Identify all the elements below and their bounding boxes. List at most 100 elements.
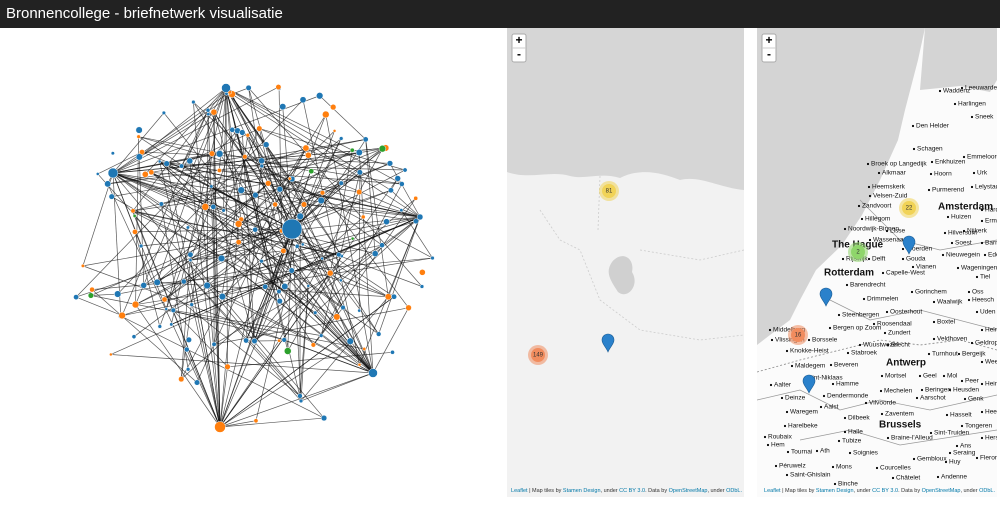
node[interactable] (307, 284, 310, 287)
node[interactable] (383, 219, 389, 225)
node[interactable] (309, 169, 314, 174)
node[interactable] (295, 244, 299, 248)
node[interactable] (321, 257, 324, 260)
node[interactable] (149, 170, 154, 175)
attribution-link[interactable]: Leaflet (511, 488, 528, 494)
node[interactable] (369, 369, 378, 378)
node[interactable] (358, 309, 361, 312)
node[interactable] (186, 337, 192, 343)
attribution-link[interactable]: CC BY 3.0 (619, 488, 645, 494)
node[interactable] (403, 168, 407, 172)
zoom-out-button[interactable]: - (517, 47, 521, 61)
node[interactable] (162, 111, 166, 115)
node[interactable] (385, 294, 391, 300)
node[interactable] (242, 154, 247, 159)
node[interactable] (209, 151, 215, 157)
node[interactable] (238, 187, 245, 194)
node[interactable] (316, 92, 323, 99)
node[interactable] (263, 284, 268, 289)
node[interactable] (431, 256, 435, 260)
node[interactable] (277, 339, 280, 342)
node[interactable] (339, 279, 342, 282)
node[interactable] (330, 104, 336, 110)
node[interactable] (419, 269, 425, 275)
node[interactable] (282, 219, 302, 239)
node[interactable] (253, 227, 258, 232)
node[interactable] (162, 297, 167, 302)
node[interactable] (137, 135, 141, 139)
node[interactable] (341, 305, 346, 310)
node[interactable] (311, 343, 316, 348)
attribution-link[interactable]: OpenStreetMap (669, 488, 708, 494)
node[interactable] (158, 324, 162, 328)
node[interactable] (395, 176, 401, 182)
node[interactable] (181, 279, 186, 284)
node[interactable] (212, 342, 216, 346)
node[interactable] (139, 244, 143, 248)
node[interactable] (178, 376, 184, 382)
node[interactable] (184, 347, 189, 352)
attribution-link[interactable]: Stamen Design (563, 488, 601, 494)
node[interactable] (239, 130, 245, 136)
node[interactable] (263, 142, 269, 148)
node[interactable] (164, 161, 170, 167)
node[interactable] (225, 364, 231, 370)
node[interactable] (154, 279, 161, 286)
node[interactable] (190, 303, 194, 307)
node[interactable] (361, 215, 365, 219)
node[interactable] (236, 239, 241, 244)
node[interactable] (230, 127, 235, 132)
node[interactable] (243, 338, 248, 343)
node[interactable] (351, 237, 354, 240)
node[interactable] (217, 168, 221, 172)
node[interactable] (363, 137, 368, 142)
node[interactable] (400, 208, 403, 211)
node[interactable] (379, 145, 386, 152)
node[interactable] (179, 164, 184, 169)
node[interactable] (136, 127, 143, 134)
zoom-in-button[interactable]: + (515, 33, 522, 47)
zoom-in-button[interactable]: + (765, 33, 772, 47)
attribution-link[interactable]: CC BY 3.0 (872, 488, 898, 494)
node[interactable] (133, 214, 136, 217)
node[interactable] (327, 270, 333, 276)
node[interactable] (132, 301, 139, 308)
node[interactable] (141, 282, 147, 288)
node[interactable] (420, 285, 424, 289)
cluster-count[interactable]: 22 (906, 206, 913, 212)
node[interactable] (257, 126, 263, 132)
attribution-link[interactable]: Leaflet (764, 488, 781, 494)
node[interactable] (215, 422, 226, 433)
node[interactable] (289, 268, 295, 274)
cluster-count[interactable]: 81 (606, 189, 613, 195)
node[interactable] (318, 197, 325, 204)
node[interactable] (276, 84, 281, 89)
node[interactable] (390, 350, 394, 354)
node[interactable] (254, 419, 258, 423)
node[interactable] (111, 151, 115, 155)
node[interactable] (222, 84, 231, 93)
node[interactable] (131, 209, 135, 213)
node[interactable] (252, 338, 258, 344)
node[interactable] (142, 171, 148, 177)
node[interactable] (260, 259, 264, 263)
node[interactable] (280, 103, 286, 109)
node[interactable] (388, 188, 393, 193)
node[interactable] (265, 180, 271, 186)
node[interactable] (334, 314, 341, 321)
node[interactable] (90, 287, 95, 292)
node[interactable] (305, 152, 311, 158)
node[interactable] (88, 293, 94, 299)
node[interactable] (109, 353, 112, 356)
node[interactable] (277, 298, 283, 304)
node[interactable] (399, 181, 404, 186)
node[interactable] (235, 220, 242, 227)
node[interactable] (132, 229, 137, 234)
node[interactable] (187, 158, 193, 164)
node[interactable] (339, 181, 344, 186)
node[interactable] (282, 338, 287, 343)
node[interactable] (253, 192, 259, 198)
zoom-out-button[interactable]: - (767, 47, 771, 61)
node[interactable] (207, 112, 210, 115)
node[interactable] (298, 394, 303, 399)
